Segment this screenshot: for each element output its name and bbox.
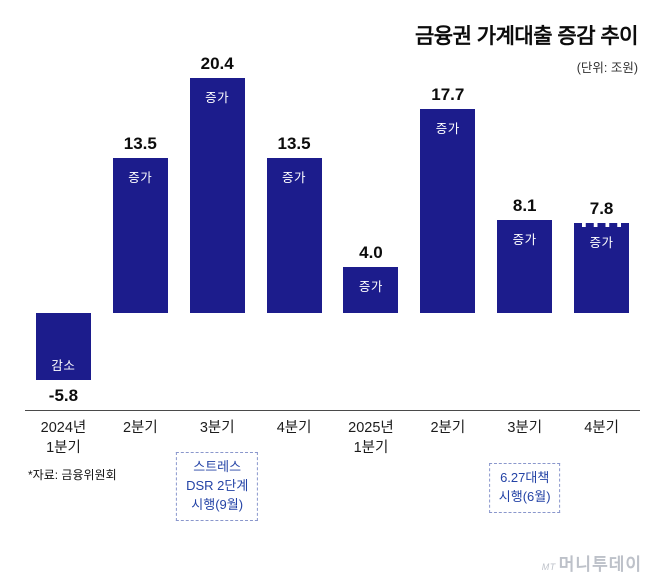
axis-category-label: 3분기	[507, 420, 543, 436]
bar	[497, 219, 553, 313]
bar-value-label: 13.5	[277, 133, 311, 153]
bar-status-label: 증가	[358, 280, 383, 294]
chart-header: 금융권 가계대출 증감 추이 (단위: 조원)	[414, 20, 639, 76]
bar-value-label: 4.0	[359, 243, 383, 262]
bar-value-label: -5.8	[48, 385, 79, 405]
bar-value-label: 13.5	[123, 133, 157, 153]
bar-value-label: 7.8	[589, 199, 614, 219]
bar-status-label: 감소	[51, 358, 76, 373]
axis-category-label: 2분기	[122, 420, 158, 436]
bar	[420, 109, 476, 313]
bar	[112, 157, 168, 313]
bar	[35, 313, 91, 380]
bar-value-label: 20.4	[200, 54, 234, 74]
source-note: *자료: 금융위원회	[28, 468, 117, 482]
axis-category-label: 4분기	[276, 420, 312, 436]
bar-status-label: 증가	[128, 170, 153, 185]
axis-category-label: 3분기	[199, 420, 235, 436]
annotation-1: 스트레스 DSR 2단계 시행(9월)	[176, 452, 259, 521]
watermark: MT 머니투데이	[542, 550, 642, 575]
bar-value-label: 8.1	[512, 195, 537, 215]
bar-status-label: 증가	[512, 232, 537, 247]
axis-category-label: 4분기	[584, 420, 619, 436]
bar-status-label: 증가	[282, 170, 307, 185]
watermark-mt-logo: MT	[541, 562, 556, 572]
axis-category-label: 2025년 1분기	[348, 420, 394, 456]
bar	[343, 267, 399, 313]
axis-category-label: 2024년 1분기	[40, 420, 87, 456]
bar-status-label: 증가	[435, 122, 460, 137]
unit-label: (단위: 조원)	[576, 61, 638, 75]
axis-category-label: 2분기	[430, 420, 466, 436]
x-axis-line	[25, 410, 640, 411]
annotation-2: 6.27대책 시행(6월)	[488, 463, 561, 513]
bar-status-label: 증가	[589, 236, 614, 251]
chart-title: 금융권 가계대출 증감 추이	[414, 25, 639, 48]
watermark-name: 머니투데이	[558, 555, 642, 574]
bar	[266, 157, 322, 313]
bar	[189, 78, 245, 313]
bar-value-label: 17.7	[431, 85, 465, 105]
bar	[574, 223, 630, 313]
bar-status-label: 증가	[205, 91, 230, 106]
